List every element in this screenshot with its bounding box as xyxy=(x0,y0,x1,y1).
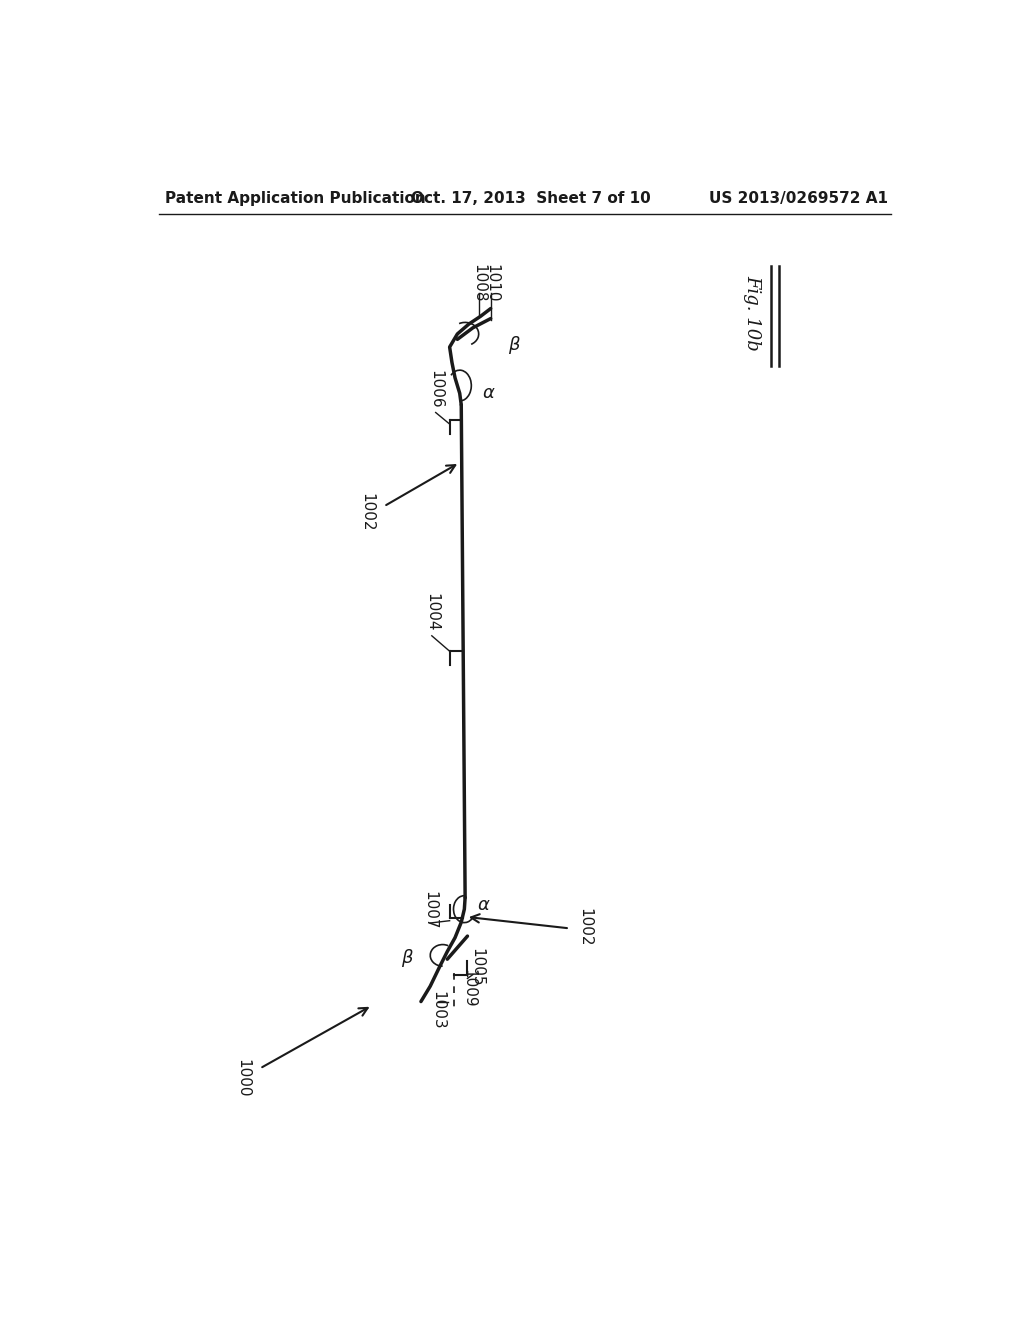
Text: 1006: 1006 xyxy=(428,370,443,409)
Text: 1004: 1004 xyxy=(424,594,439,632)
Text: β: β xyxy=(508,335,520,354)
Text: β: β xyxy=(401,949,413,966)
Text: Patent Application Publication: Patent Application Publication xyxy=(165,191,426,206)
Text: Fig. 10b: Fig. 10b xyxy=(742,275,761,350)
Text: 1002: 1002 xyxy=(578,908,593,946)
Text: α: α xyxy=(482,384,495,403)
Text: US 2013/0269572 A1: US 2013/0269572 A1 xyxy=(710,191,888,206)
Text: 1005: 1005 xyxy=(469,948,484,986)
Text: 1008: 1008 xyxy=(472,264,486,302)
Text: 1002: 1002 xyxy=(359,494,374,532)
Text: 1009: 1009 xyxy=(462,969,476,1007)
Text: α: α xyxy=(477,896,488,915)
Text: Oct. 17, 2013  Sheet 7 of 10: Oct. 17, 2013 Sheet 7 of 10 xyxy=(411,191,650,206)
Text: 1010: 1010 xyxy=(484,264,500,302)
Text: 1007: 1007 xyxy=(423,891,437,929)
Text: 1000: 1000 xyxy=(236,1059,250,1098)
Text: 1003: 1003 xyxy=(430,991,445,1030)
